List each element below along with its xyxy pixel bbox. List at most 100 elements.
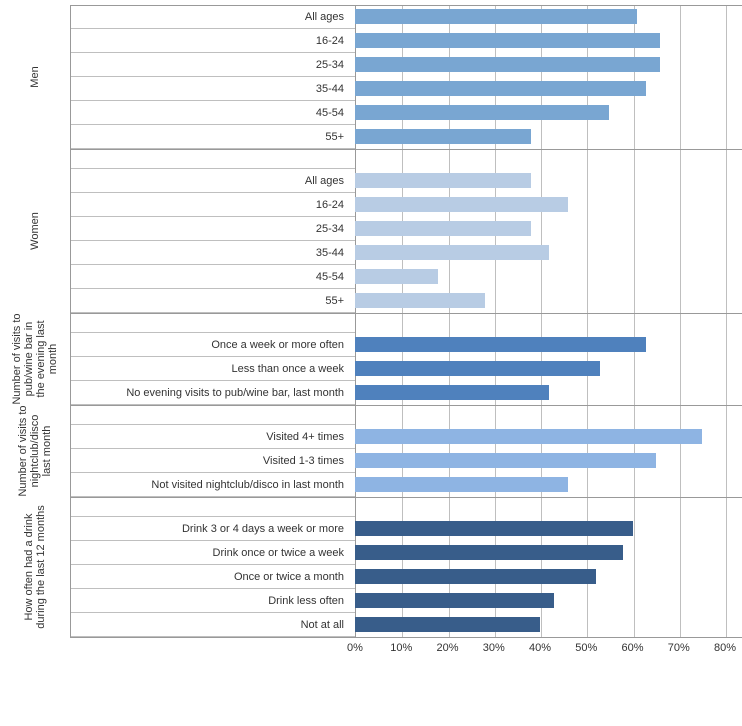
group-label: Women xyxy=(0,149,70,313)
row-label: 25-34 xyxy=(70,217,350,241)
bar xyxy=(355,385,549,400)
x-axis-tick: 80% xyxy=(714,642,736,654)
bar xyxy=(355,617,540,632)
table-row: 16-24 xyxy=(70,193,742,217)
row-label: 45-54 xyxy=(70,101,350,125)
row-label: 55+ xyxy=(70,125,350,149)
bar xyxy=(355,197,568,212)
table-row: Visited 4+ times xyxy=(70,425,742,449)
group-separator xyxy=(70,313,742,314)
table-row: 25-34 xyxy=(70,53,742,77)
row-label: Drink 3 or 4 days a week or more xyxy=(70,517,350,541)
row-label: Once or twice a month xyxy=(70,565,350,589)
bar xyxy=(355,81,646,96)
row-label: Once a week or more often xyxy=(70,333,350,357)
x-axis-tick: 40% xyxy=(529,642,551,654)
table-row: 45-54 xyxy=(70,265,742,289)
table-row: 55+ xyxy=(70,289,742,313)
row-label: 55+ xyxy=(70,289,350,313)
bar xyxy=(355,33,660,48)
table-row: All ages xyxy=(70,5,742,29)
blank-row xyxy=(70,149,742,169)
table-row: Visited 1-3 times xyxy=(70,449,742,473)
table-row: Not visited nightclub/disco in last mont… xyxy=(70,473,742,497)
row-label: Not at all xyxy=(70,613,350,637)
bar xyxy=(355,173,531,188)
row-label: 35-44 xyxy=(70,241,350,265)
bar xyxy=(355,337,646,352)
row-label: 16-24 xyxy=(70,193,350,217)
bar xyxy=(355,453,656,468)
bar xyxy=(355,57,660,72)
x-axis-tick: 50% xyxy=(575,642,597,654)
blank-row xyxy=(70,405,742,425)
table-row: Less than once a week xyxy=(70,357,742,381)
chart-container: 0%10%20%30%40%50%60%70%80% All ages16-24… xyxy=(0,0,742,726)
row-label: Not visited nightclub/disco in last mont… xyxy=(70,473,350,497)
blank-row xyxy=(70,497,742,517)
group-label: How often had a drink during the last 12… xyxy=(0,497,70,637)
group-label: Men xyxy=(0,5,70,149)
bar xyxy=(355,569,596,584)
table-row: No evening visits to pub/wine bar, last … xyxy=(70,381,742,405)
bar xyxy=(355,477,568,492)
group-label: Number of visits to nightclub/disco last… xyxy=(0,405,70,497)
group-border xyxy=(70,5,71,149)
row-label: Visited 1-3 times xyxy=(70,449,350,473)
x-axis-tick: 60% xyxy=(621,642,643,654)
bar xyxy=(355,9,637,24)
bar xyxy=(355,593,554,608)
row-label: 16-24 xyxy=(70,29,350,53)
bar xyxy=(355,105,609,120)
group-border xyxy=(70,497,71,637)
table-row: 55+ xyxy=(70,125,742,149)
bar xyxy=(355,245,549,260)
group-separator xyxy=(70,405,742,406)
bar xyxy=(355,129,531,144)
bar xyxy=(355,293,485,308)
blank-row xyxy=(70,313,742,333)
table-row: Once a week or more often xyxy=(70,333,742,357)
table-row: All ages xyxy=(70,169,742,193)
x-axis-tick: 30% xyxy=(483,642,505,654)
group-separator xyxy=(70,5,742,6)
row-label: Visited 4+ times xyxy=(70,425,350,449)
table-row: Drink once or twice a week xyxy=(70,541,742,565)
row-label: Drink less often xyxy=(70,589,350,613)
bar xyxy=(355,521,633,536)
group-border xyxy=(70,313,71,405)
bar xyxy=(355,545,623,560)
table-row: Once or twice a month xyxy=(70,565,742,589)
x-axis-tick: 20% xyxy=(436,642,458,654)
table-row: Drink less often xyxy=(70,589,742,613)
x-axis-tick: 70% xyxy=(668,642,690,654)
group-separator xyxy=(70,149,742,150)
group-separator xyxy=(70,497,742,498)
row-label: All ages xyxy=(70,169,350,193)
bar xyxy=(355,269,438,284)
table-row: Drink 3 or 4 days a week or more xyxy=(70,517,742,541)
row-label: No evening visits to pub/wine bar, last … xyxy=(70,381,350,405)
group-border xyxy=(70,405,71,497)
table-row: 16-24 xyxy=(70,29,742,53)
x-axis-labels: 0%10%20%30%40%50%60%70%80% xyxy=(355,642,725,662)
row-label: 25-34 xyxy=(70,53,350,77)
row-label: Drink once or twice a week xyxy=(70,541,350,565)
bar xyxy=(355,429,702,444)
row-label: Less than once a week xyxy=(70,357,350,381)
row-label: All ages xyxy=(70,5,350,29)
bar xyxy=(355,361,600,376)
x-axis-tick: 10% xyxy=(390,642,412,654)
table-row: 45-54 xyxy=(70,101,742,125)
table-row: 35-44 xyxy=(70,77,742,101)
group-label: Number of visits to pub/wine bar in the … xyxy=(0,313,70,405)
table-row: 25-34 xyxy=(70,217,742,241)
bar xyxy=(355,221,531,236)
x-axis-tick: 0% xyxy=(347,642,363,654)
group-separator xyxy=(70,637,742,638)
group-border xyxy=(70,149,71,313)
row-label: 35-44 xyxy=(70,77,350,101)
table-row: 35-44 xyxy=(70,241,742,265)
row-label: 45-54 xyxy=(70,265,350,289)
table-row: Not at all xyxy=(70,613,742,637)
